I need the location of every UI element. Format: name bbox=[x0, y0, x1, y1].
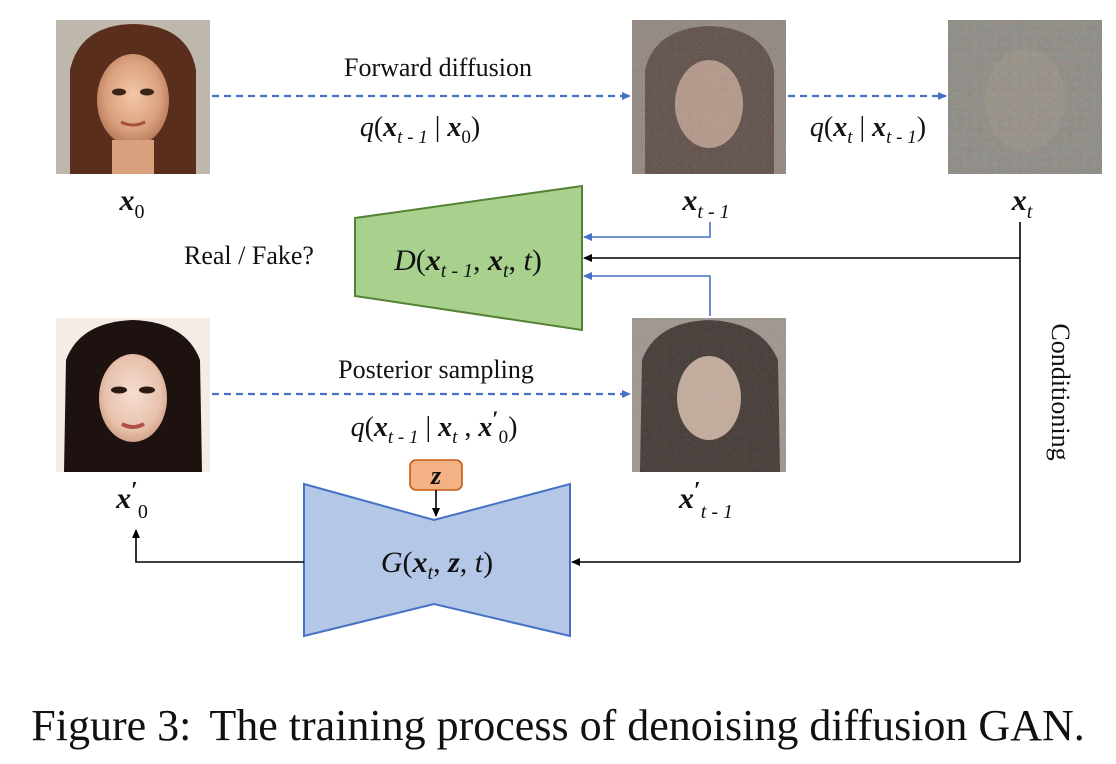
posterior-sampling-label: Posterior sampling bbox=[338, 355, 534, 384]
caption-text: The training process of denoising diffus… bbox=[209, 701, 1085, 750]
image-xt bbox=[948, 20, 1102, 174]
q-step-label: q(xt | xt - 1) bbox=[810, 112, 926, 148]
figure-caption: Figure 3: The training process of denoisi… bbox=[0, 700, 1116, 751]
z-label: z bbox=[430, 461, 442, 490]
discriminator-block bbox=[354, 184, 583, 332]
xt-minus-1-to-d-line bbox=[583, 222, 711, 241]
generator-block bbox=[303, 482, 571, 638]
xt-minus-1-prime-label: x′t - 1 bbox=[678, 478, 733, 523]
discriminator-label: D(xt - 1, xt, t) bbox=[393, 244, 542, 282]
generator-label: G(xt, z, t) bbox=[381, 546, 493, 584]
conditioning-label: Conditioning bbox=[1046, 323, 1075, 460]
xt-minus-1-label: xt - 1 bbox=[681, 184, 729, 223]
real-fake-label: Real / Fake? bbox=[184, 241, 314, 270]
q-posterior-label: q(xt - 1 | xt , x′0) bbox=[351, 406, 518, 448]
figure-number: Figure 3: bbox=[31, 701, 192, 750]
xt-minus-1-prime-to-d-line bbox=[583, 272, 711, 316]
image-x0-prime bbox=[56, 318, 210, 472]
image-x0 bbox=[56, 20, 210, 174]
diagram-svg: Forward diffusion q(xt - 1 | x0) q(xt | … bbox=[56, 20, 1102, 638]
g-output-line bbox=[132, 529, 304, 563]
forward-diffusion-label: Forward diffusion bbox=[344, 53, 532, 82]
x0-prime-label: x′0 bbox=[115, 478, 148, 523]
q-forward-label: q(xt - 1 | x0) bbox=[360, 112, 480, 148]
image-xt-minus-1 bbox=[632, 20, 786, 174]
xt-label: xt bbox=[1011, 184, 1033, 223]
x0-label: x0 bbox=[119, 184, 145, 223]
image-xt-minus-1-prime bbox=[632, 318, 786, 472]
